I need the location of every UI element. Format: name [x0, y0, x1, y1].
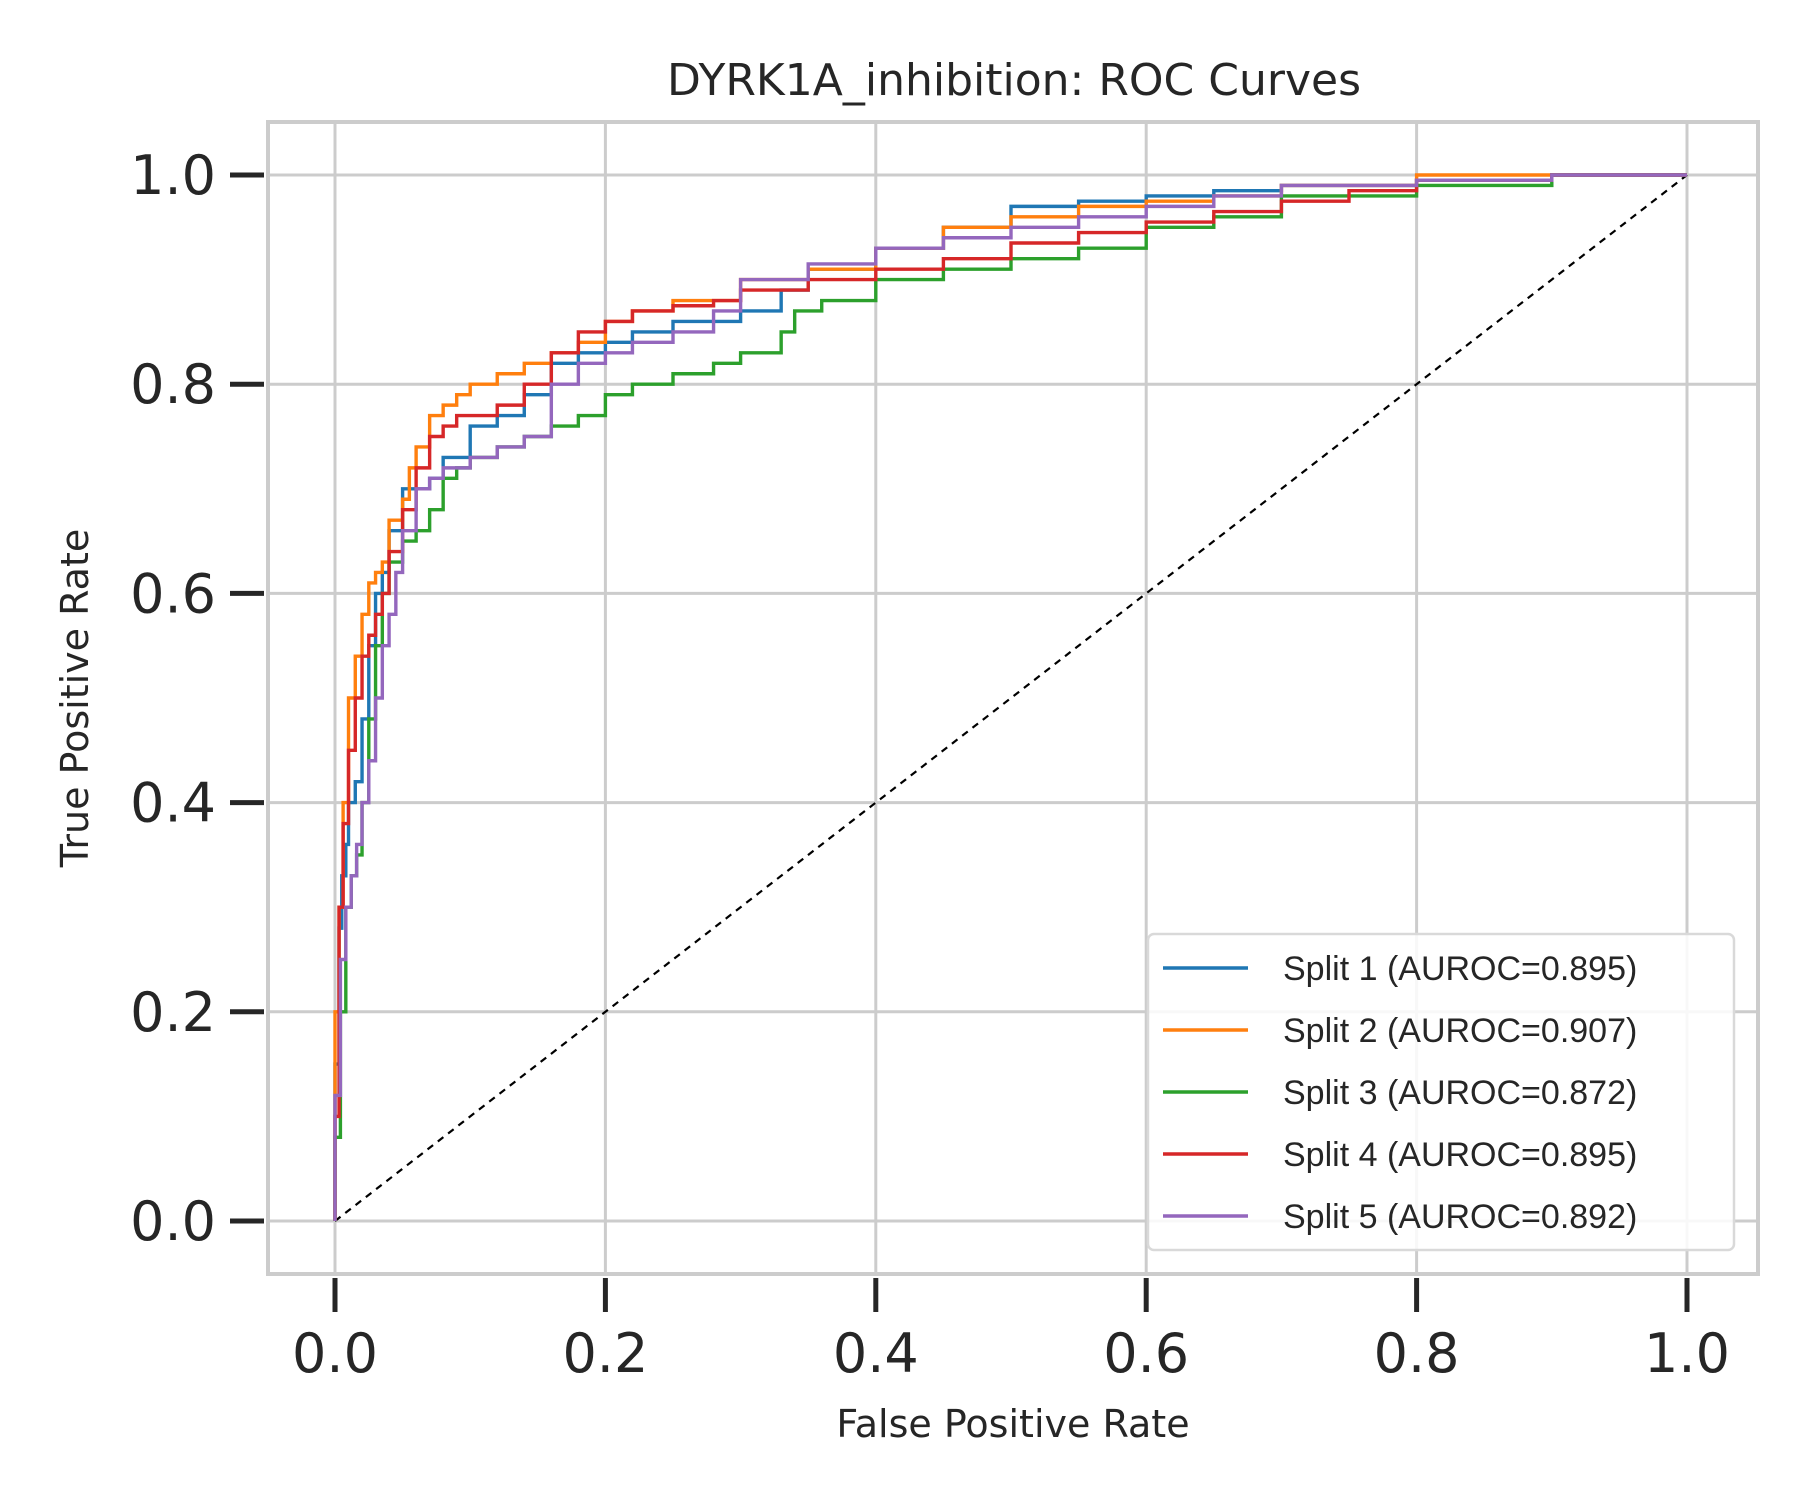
y-tick-label: 0.4 — [130, 772, 216, 835]
legend-label-split-2: Split 2 (AUROC=0.907) — [1283, 1012, 1637, 1050]
y-tick-label: 0.8 — [130, 353, 216, 416]
legend-label-split-1: Split 1 (AUROC=0.895) — [1283, 950, 1637, 988]
x-tick-label: 0.4 — [833, 1322, 919, 1385]
y-tick-label: 0.2 — [130, 981, 216, 1044]
tick-marks — [230, 172, 1690, 1312]
y-tick-label: 1.0 — [130, 144, 216, 207]
roc-line-split-2 — [333, 173, 1687, 1221]
x-tick-label: 0.0 — [292, 1322, 378, 1385]
x-tick-label: 0.6 — [1103, 1322, 1189, 1385]
y-axis-label: True Positive Rate — [53, 529, 97, 869]
legend-label-split-3: Split 3 (AUROC=0.872) — [1283, 1074, 1637, 1112]
y-tick-labels: 0.0 0.2 0.4 0.6 0.8 1.0 — [130, 144, 216, 1253]
x-tick-label: 0.2 — [562, 1322, 648, 1385]
roc-series-lines — [333, 173, 1687, 1221]
legend-label-split-4: Split 4 (AUROC=0.895) — [1283, 1136, 1637, 1174]
legend-box — [1146, 932, 1736, 1252]
y-tick-label: 0.6 — [130, 562, 216, 625]
y-tick-label: 0.0 — [130, 1190, 216, 1253]
x-tick-labels: 0.0 0.2 0.4 0.6 0.8 1.0 — [292, 1322, 1730, 1385]
legend: Split 1 (AUROC=0.895) Split 2 (AUROC=0.90… — [1146, 932, 1736, 1252]
x-axis-label: False Positive Rate — [836, 1402, 1189, 1446]
roc-line-split-5 — [333, 173, 1687, 1221]
chart-title: DYRK1A_inhibition: ROC Curves — [667, 55, 1361, 106]
x-tick-label: 1.0 — [1644, 1322, 1730, 1385]
legend-items: Split 1 (AUROC=0.895) Split 2 (AUROC=0.90… — [1163, 950, 1637, 1236]
x-tick-label: 0.8 — [1374, 1322, 1460, 1385]
roc-line-split-4 — [333, 173, 1687, 1221]
legend-label-split-5: Split 5 (AUROC=0.892) — [1283, 1198, 1637, 1236]
